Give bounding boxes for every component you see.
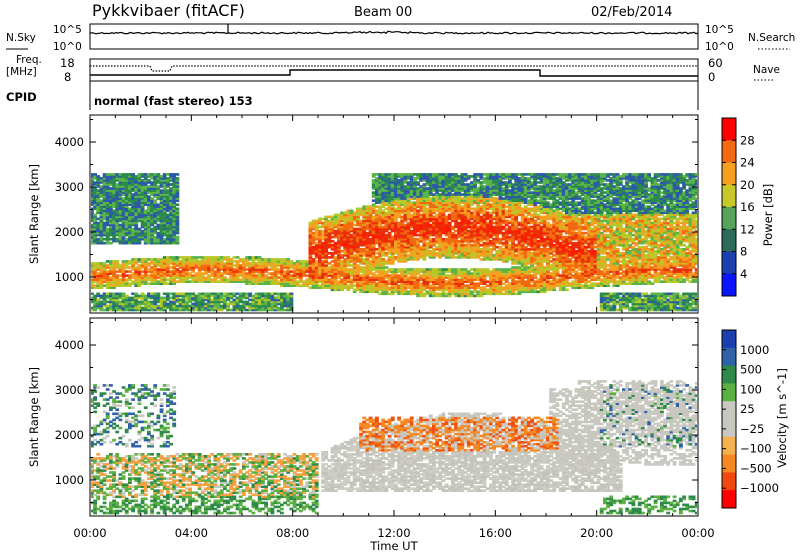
cpid-panel: CPID normal (fast stereo) 153 — [6, 81, 699, 110]
velocity-colorbar-label: Velocity [m s^-1] — [775, 368, 789, 468]
colorbar-tick-label: −100 — [740, 442, 772, 456]
nsearch-bottom-tick: 10^0 — [705, 41, 734, 53]
velocity-colorbar: 1000 500 100 25 −25 −100 −500 −1000 — [721, 329, 779, 509]
colorbar-swatch — [722, 401, 736, 420]
colorbar-tick-label: −25 — [740, 422, 764, 436]
x-tick-label: 16:00 — [479, 526, 512, 540]
power-colorbar: 4 8 12 16 20 24 28 — [721, 117, 755, 297]
colorbar-frame — [721, 329, 737, 509]
velocity-scatter — [91, 380, 697, 515]
colorbar-swatch — [722, 454, 736, 473]
power-panel: 1000 2000 3000 4000 Slant Range [km] 4 8 12 16… — [27, 114, 775, 314]
colorbar-tick-label: 100 — [740, 382, 762, 396]
freq-top-tick: 18 — [60, 56, 75, 70]
x-tick-label: 00:00 — [73, 526, 106, 540]
freq-unit-label: [MHz] — [6, 66, 37, 78]
freq-label: Freq. — [16, 54, 42, 66]
colorbar-swatch — [722, 273, 736, 297]
colorbar-swatch — [722, 490, 736, 509]
nave-top-tick: 60 — [708, 56, 723, 70]
colorbar-tick-label: 1000 — [740, 343, 769, 357]
nsky-label: N.Sky — [6, 32, 36, 44]
colorbar-tick-label: 500 — [740, 363, 762, 377]
colorbar-swatch — [722, 207, 736, 230]
colorbar-swatch — [722, 118, 736, 141]
colorbar-swatch — [722, 472, 736, 491]
velocity-panel: 1000 2000 3000 4000 Slant Range [km] 1000 50… — [27, 317, 789, 517]
freq-panel: Freq. [MHz] 18 8 60 0 Nave — [6, 54, 780, 84]
y-tick-label: 4000 — [55, 135, 84, 149]
colorbar-swatch — [722, 383, 736, 402]
y-tick-label: 2000 — [55, 225, 84, 239]
colorbar-swatch — [722, 184, 736, 208]
colorbar-swatch — [722, 365, 736, 384]
power-colorbar-label: Power [dB] — [761, 184, 775, 247]
velocity-axes: 1000 2000 3000 4000 — [55, 318, 699, 516]
y-tick-label: 2000 — [55, 428, 84, 442]
cpid-text: normal (fast stereo) 153 — [94, 94, 253, 108]
colorbar-tick-label: 4 — [740, 267, 747, 281]
colorbar-tick-label: −500 — [740, 461, 772, 475]
cpid-label: CPID — [6, 90, 37, 104]
nsky-trace — [89, 30, 699, 35]
x-tick-labels: 00:00 04:00 08:00 12:00 16:00 20:00 00:00 — [73, 526, 714, 540]
nsearch-label: N.Search — [748, 32, 795, 44]
nsearch-top-tick: 10^5 — [705, 24, 734, 36]
x-tick-label: 08:00 — [276, 526, 309, 540]
colorbar-tick-label: 24 — [740, 156, 755, 170]
nsky-bottom-tick: 10^0 — [53, 41, 82, 53]
date-title: 02/Feb/2014 — [591, 5, 672, 20]
colorbar-tick-label: 16 — [740, 200, 755, 214]
velocity-ylabel: Slant Range [km] — [27, 367, 41, 467]
colorbar-swatch — [722, 436, 736, 456]
power-ylabel: Slant Range [km] — [27, 164, 41, 264]
colorbar-swatch — [722, 162, 736, 186]
power-axes: 1000 2000 3000 4000 — [55, 115, 699, 313]
x-tick-label: 20:00 — [580, 526, 613, 540]
y-tick-label: 4000 — [55, 338, 84, 352]
colorbar-swatch — [722, 229, 736, 252]
colorbar-tick-label: 12 — [740, 222, 755, 236]
y-tick-label: 1000 — [55, 473, 84, 487]
freq-trace — [90, 69, 698, 77]
nave-bottom-tick: 0 — [708, 70, 715, 84]
freq-bottom-tick: 8 — [64, 70, 71, 84]
colorbar-swatch — [722, 347, 736, 367]
colorbar-swatch — [722, 140, 736, 163]
radar-title: Pykkvibaer (fitACF) — [92, 1, 245, 20]
colorbar-swatch — [722, 330, 736, 349]
nsky-top-tick: 10^5 — [53, 24, 82, 36]
x-tick-label: 00:00 — [681, 526, 714, 540]
colorbar-tick-label: 25 — [740, 402, 755, 416]
colorbar-tick-label: −1000 — [740, 481, 779, 495]
y-tick-label: 3000 — [55, 383, 84, 397]
y-tick-label: 3000 — [55, 180, 84, 194]
x-axis-label: Time UT — [369, 539, 418, 553]
nsky-panel: N.Sky 10^5 10^0 10^5 10^0 N.Search — [6, 23, 795, 53]
y-tick-label: 1000 — [55, 270, 84, 284]
x-tick-label: 12:00 — [377, 526, 410, 540]
power-scatter — [91, 173, 697, 312]
colorbar-tick-label: 20 — [740, 178, 755, 192]
nave-label: Nave — [753, 64, 780, 76]
colorbar-tick-label: 28 — [740, 133, 755, 147]
colorbar-tick-label: 8 — [740, 245, 747, 259]
x-tick-label: 04:00 — [175, 526, 208, 540]
beam-title: Beam 00 — [354, 5, 412, 20]
colorbar-swatch — [722, 419, 736, 438]
colorbar-swatch — [722, 251, 736, 275]
